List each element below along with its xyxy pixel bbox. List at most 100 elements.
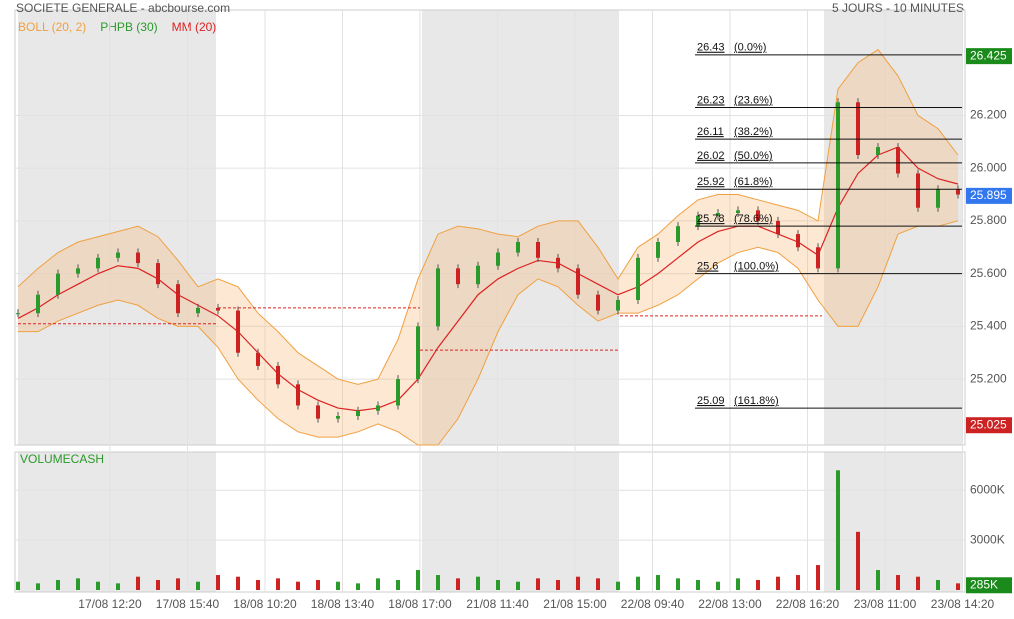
fib-pct: (100.0%) bbox=[734, 261, 779, 273]
volume-bar bbox=[636, 576, 640, 590]
volume-bar bbox=[356, 583, 360, 590]
bollinger-band bbox=[18, 49, 958, 445]
volume-bar bbox=[916, 576, 920, 590]
fib-value: 25.92 bbox=[697, 176, 725, 188]
day-band bbox=[18, 452, 216, 592]
candle bbox=[256, 352, 260, 366]
y-tick-label: 26.200 bbox=[970, 108, 1007, 122]
volume-bar bbox=[456, 578, 460, 590]
volume-bar bbox=[536, 578, 540, 590]
volume-bar bbox=[876, 570, 880, 590]
candle bbox=[196, 307, 200, 314]
candle bbox=[316, 405, 320, 419]
fib-value: 26.02 bbox=[697, 150, 725, 162]
fib-value: 26.23 bbox=[697, 94, 725, 106]
y-tick-label: 25.600 bbox=[970, 266, 1007, 280]
candle bbox=[436, 268, 440, 327]
volume-bar bbox=[296, 581, 300, 590]
legend-entry: PHPB (30) bbox=[100, 20, 157, 34]
candle bbox=[596, 294, 600, 311]
volume-badge-label: 285K bbox=[970, 577, 998, 591]
volume-bar bbox=[216, 575, 220, 590]
candle bbox=[656, 242, 660, 258]
candle bbox=[556, 257, 560, 269]
candle bbox=[416, 326, 420, 380]
price-badge bbox=[966, 48, 1012, 65]
day-band bbox=[824, 452, 962, 592]
candle bbox=[336, 416, 340, 419]
volume-badge bbox=[966, 577, 1012, 594]
volume-bar bbox=[176, 578, 180, 590]
candle bbox=[496, 252, 500, 266]
day-band bbox=[824, 10, 962, 445]
candle bbox=[836, 102, 840, 269]
candle bbox=[636, 257, 640, 300]
price-frame bbox=[14, 9, 966, 446]
fib-value: 26.43 bbox=[697, 42, 725, 54]
x-tick-label: 21/08 11:40 bbox=[466, 597, 529, 611]
candle bbox=[456, 268, 460, 285]
volume-bar bbox=[836, 470, 840, 590]
volume-bar bbox=[56, 580, 60, 590]
x-tick-label: 22/08 16:20 bbox=[776, 597, 840, 611]
x-tick-label: 17/08 12:20 bbox=[78, 597, 142, 611]
volume-bar bbox=[696, 580, 700, 590]
fib-value: 26.11 bbox=[697, 126, 724, 138]
volume-bar bbox=[416, 570, 420, 590]
candle bbox=[216, 307, 220, 311]
candle bbox=[56, 273, 60, 295]
x-tick-label: 23/08 11:00 bbox=[854, 597, 917, 611]
volume-bar bbox=[776, 576, 780, 590]
volume-bar bbox=[396, 580, 400, 590]
candle bbox=[696, 215, 700, 227]
candle bbox=[956, 189, 960, 195]
volume-bar bbox=[676, 578, 680, 590]
volume-bar bbox=[736, 578, 740, 590]
volume-bar bbox=[936, 580, 940, 590]
candle bbox=[96, 257, 100, 269]
legend-entry: MM (20) bbox=[172, 20, 217, 34]
y-tick-label: 25.400 bbox=[970, 319, 1007, 333]
candle bbox=[236, 310, 240, 353]
volume-bar bbox=[316, 580, 320, 590]
candle bbox=[936, 189, 940, 208]
candle bbox=[716, 213, 720, 216]
price-badge bbox=[966, 187, 1012, 204]
candle bbox=[796, 234, 800, 248]
y-tick-label: 25.800 bbox=[970, 213, 1007, 227]
fib-pct: (38.2%) bbox=[734, 126, 773, 138]
candle bbox=[616, 300, 620, 311]
fib-value: 25.6 bbox=[697, 261, 718, 273]
bollinger-upper bbox=[17, 48, 959, 385]
volume-bar bbox=[516, 581, 520, 590]
moving-average bbox=[17, 146, 959, 412]
volume-bar bbox=[576, 576, 580, 590]
volume-bar bbox=[236, 576, 240, 590]
x-tick-label: 17/08 15:40 bbox=[156, 597, 220, 611]
volume-bar bbox=[436, 575, 440, 590]
volume-bar bbox=[276, 578, 280, 590]
candle bbox=[356, 410, 360, 416]
volume-bar bbox=[376, 578, 380, 590]
volume-bar bbox=[476, 576, 480, 590]
price-badge bbox=[966, 417, 1012, 434]
candle bbox=[536, 242, 540, 258]
x-tick-label: 21/08 15:00 bbox=[543, 597, 607, 611]
volume-bar bbox=[136, 576, 140, 590]
candle bbox=[76, 268, 80, 274]
volume-bar bbox=[896, 575, 900, 590]
volume-bar bbox=[496, 580, 500, 590]
candle bbox=[136, 252, 140, 264]
candle bbox=[476, 265, 480, 285]
y-tick-label: 6000K bbox=[970, 482, 1005, 496]
x-tick-label: 22/08 13:00 bbox=[698, 597, 762, 611]
volume-bar bbox=[716, 581, 720, 590]
volume-bar bbox=[556, 580, 560, 590]
candle bbox=[856, 102, 860, 155]
fib-pct: (0.0%) bbox=[734, 42, 766, 54]
y-tick-label: 25.200 bbox=[970, 371, 1007, 385]
candle bbox=[916, 173, 920, 208]
candle bbox=[296, 384, 300, 406]
candle bbox=[276, 365, 280, 385]
volume-bar bbox=[156, 580, 160, 590]
